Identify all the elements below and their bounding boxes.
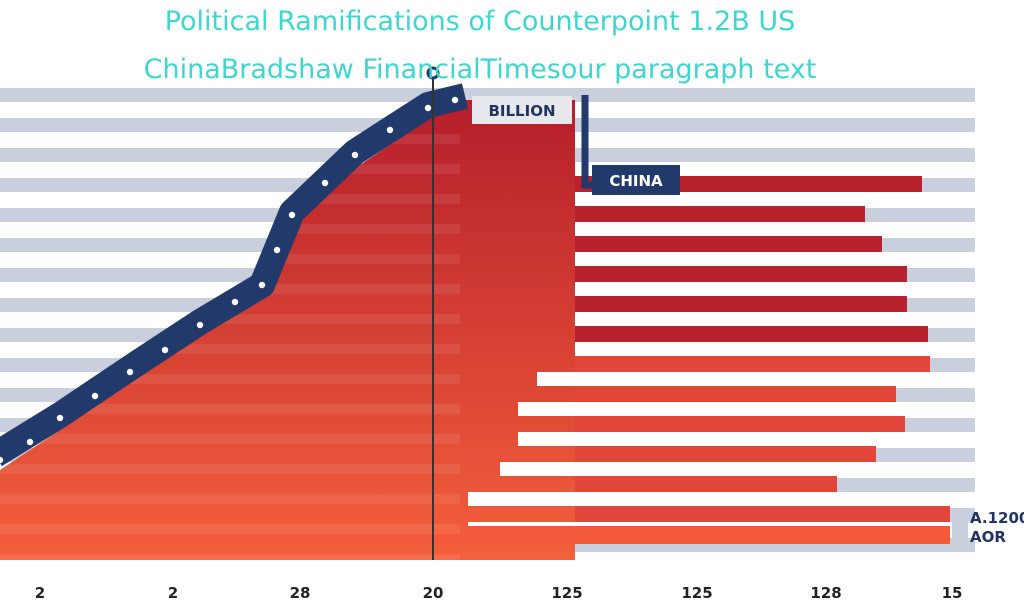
billion-tag: BILLION bbox=[488, 102, 555, 120]
x-tick-label: 28 bbox=[290, 584, 311, 602]
star bbox=[273, 246, 281, 254]
red-stripe bbox=[0, 374, 460, 384]
red-bar bbox=[575, 506, 950, 522]
red-stripe bbox=[0, 434, 460, 444]
red-bar bbox=[0, 526, 950, 544]
white-gap bbox=[518, 402, 896, 416]
right-bars bbox=[0, 176, 950, 544]
white-gap bbox=[575, 222, 685, 236]
red-bar bbox=[575, 416, 905, 432]
red-area bbox=[0, 100, 575, 560]
pin bbox=[426, 66, 440, 80]
red-stripe bbox=[0, 494, 460, 504]
red-stripe bbox=[0, 344, 460, 354]
x-tick-label: 125 bbox=[551, 584, 582, 602]
red-stripe bbox=[0, 224, 460, 234]
white-gap bbox=[468, 492, 837, 506]
star bbox=[351, 151, 359, 159]
star bbox=[321, 179, 329, 187]
star bbox=[91, 392, 99, 400]
red-bar bbox=[575, 386, 896, 402]
red-stripe bbox=[0, 524, 460, 534]
billion-box bbox=[472, 96, 572, 124]
star bbox=[0, 456, 4, 464]
china-tag: CHINA bbox=[609, 172, 663, 190]
star bbox=[386, 126, 394, 134]
star bbox=[161, 346, 169, 354]
red-stripes bbox=[0, 134, 460, 564]
star bbox=[26, 438, 34, 446]
star bbox=[451, 96, 459, 104]
red-bar bbox=[575, 446, 876, 462]
x-tick-label: 15 bbox=[942, 584, 963, 602]
white-gap bbox=[518, 432, 905, 446]
china-box bbox=[592, 165, 680, 195]
red-bar bbox=[575, 476, 837, 492]
star bbox=[424, 104, 432, 112]
x-tick-label: 20 bbox=[423, 584, 444, 602]
red-stripe bbox=[0, 254, 460, 264]
star bbox=[258, 281, 266, 289]
title-line: ChinaBradshaw FinancialTimesour paragrap… bbox=[144, 54, 817, 85]
x-tick-label: 2 bbox=[35, 584, 45, 602]
red-bar bbox=[575, 356, 930, 372]
white-gap bbox=[500, 462, 876, 476]
red-stripe bbox=[0, 194, 460, 204]
white-gap bbox=[575, 282, 635, 296]
red-stripe bbox=[0, 134, 460, 144]
star bbox=[288, 211, 296, 219]
red-bar bbox=[575, 236, 882, 252]
star bbox=[56, 414, 64, 422]
red-bar bbox=[575, 266, 907, 282]
white-gap bbox=[537, 372, 930, 386]
white-gap bbox=[575, 192, 685, 206]
red-stripe bbox=[0, 464, 460, 474]
star bbox=[196, 321, 204, 329]
title-line: Political Ramifications of Counterpoint … bbox=[165, 6, 796, 37]
side-label: A.12002 bbox=[970, 509, 1024, 527]
x-tick-label: 128 bbox=[810, 584, 841, 602]
red-bar bbox=[575, 296, 907, 312]
red-bar bbox=[575, 326, 928, 342]
side-label: AOR bbox=[970, 528, 1006, 546]
star bbox=[126, 368, 134, 376]
red-bar bbox=[575, 206, 865, 222]
red-stripe bbox=[0, 554, 460, 564]
stripe bbox=[0, 88, 975, 102]
white-gap bbox=[575, 312, 595, 326]
red-stripe bbox=[0, 404, 460, 414]
x-axis: 2 2 28 20 125 125 128 15 bbox=[35, 584, 963, 602]
side-box bbox=[952, 510, 968, 544]
white-gap bbox=[575, 342, 595, 356]
red-stripe bbox=[0, 164, 460, 174]
x-tick-label: 2 bbox=[168, 584, 178, 602]
x-tick-label: 125 bbox=[681, 584, 712, 602]
star bbox=[231, 298, 239, 306]
white-gap bbox=[575, 252, 668, 266]
ribbon-stars bbox=[0, 96, 459, 464]
